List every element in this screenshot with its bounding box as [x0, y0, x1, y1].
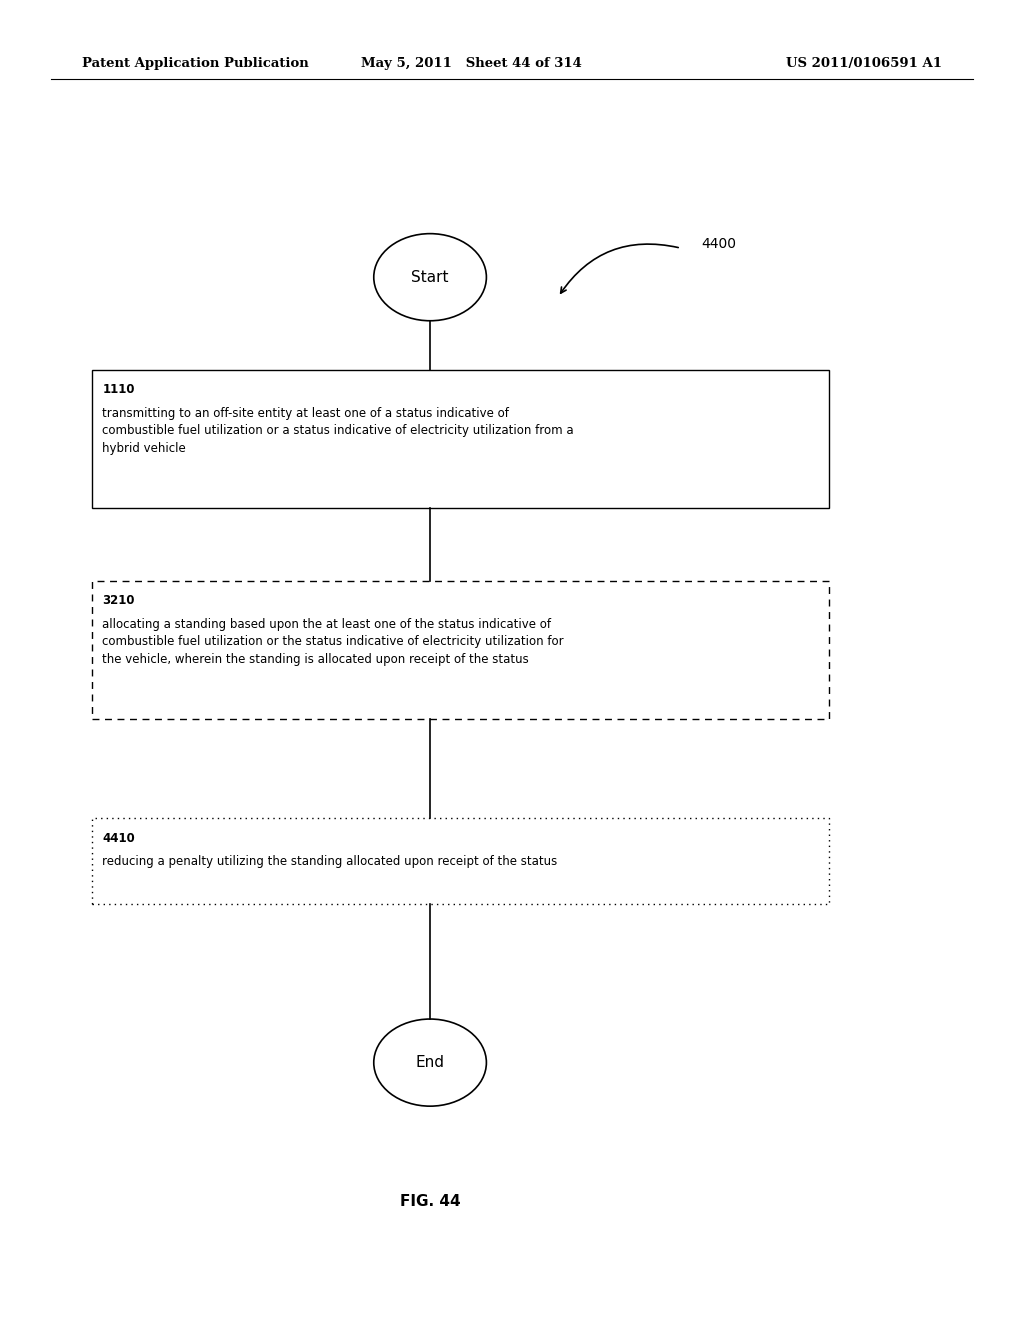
Text: Patent Application Publication: Patent Application Publication: [82, 57, 308, 70]
Text: transmitting to an off-site entity at least one of a status indicative of
combus: transmitting to an off-site entity at le…: [102, 407, 574, 454]
Text: Start: Start: [412, 269, 449, 285]
Text: allocating a standing based upon the at least one of the status indicative of
co: allocating a standing based upon the at …: [102, 618, 564, 665]
Bar: [92, 370, 829, 508]
Text: 4400: 4400: [701, 238, 736, 251]
Text: End: End: [416, 1055, 444, 1071]
Text: 1110: 1110: [102, 383, 135, 396]
Text: FIG. 44: FIG. 44: [399, 1193, 461, 1209]
Bar: [92, 581, 829, 719]
Text: US 2011/0106591 A1: US 2011/0106591 A1: [786, 57, 942, 70]
Bar: [92, 818, 829, 904]
Text: 3210: 3210: [102, 594, 135, 607]
Text: May 5, 2011   Sheet 44 of 314: May 5, 2011 Sheet 44 of 314: [360, 57, 582, 70]
Text: reducing a penalty utilizing the standing allocated upon receipt of the status: reducing a penalty utilizing the standin…: [102, 855, 558, 869]
Text: 4410: 4410: [102, 832, 135, 845]
